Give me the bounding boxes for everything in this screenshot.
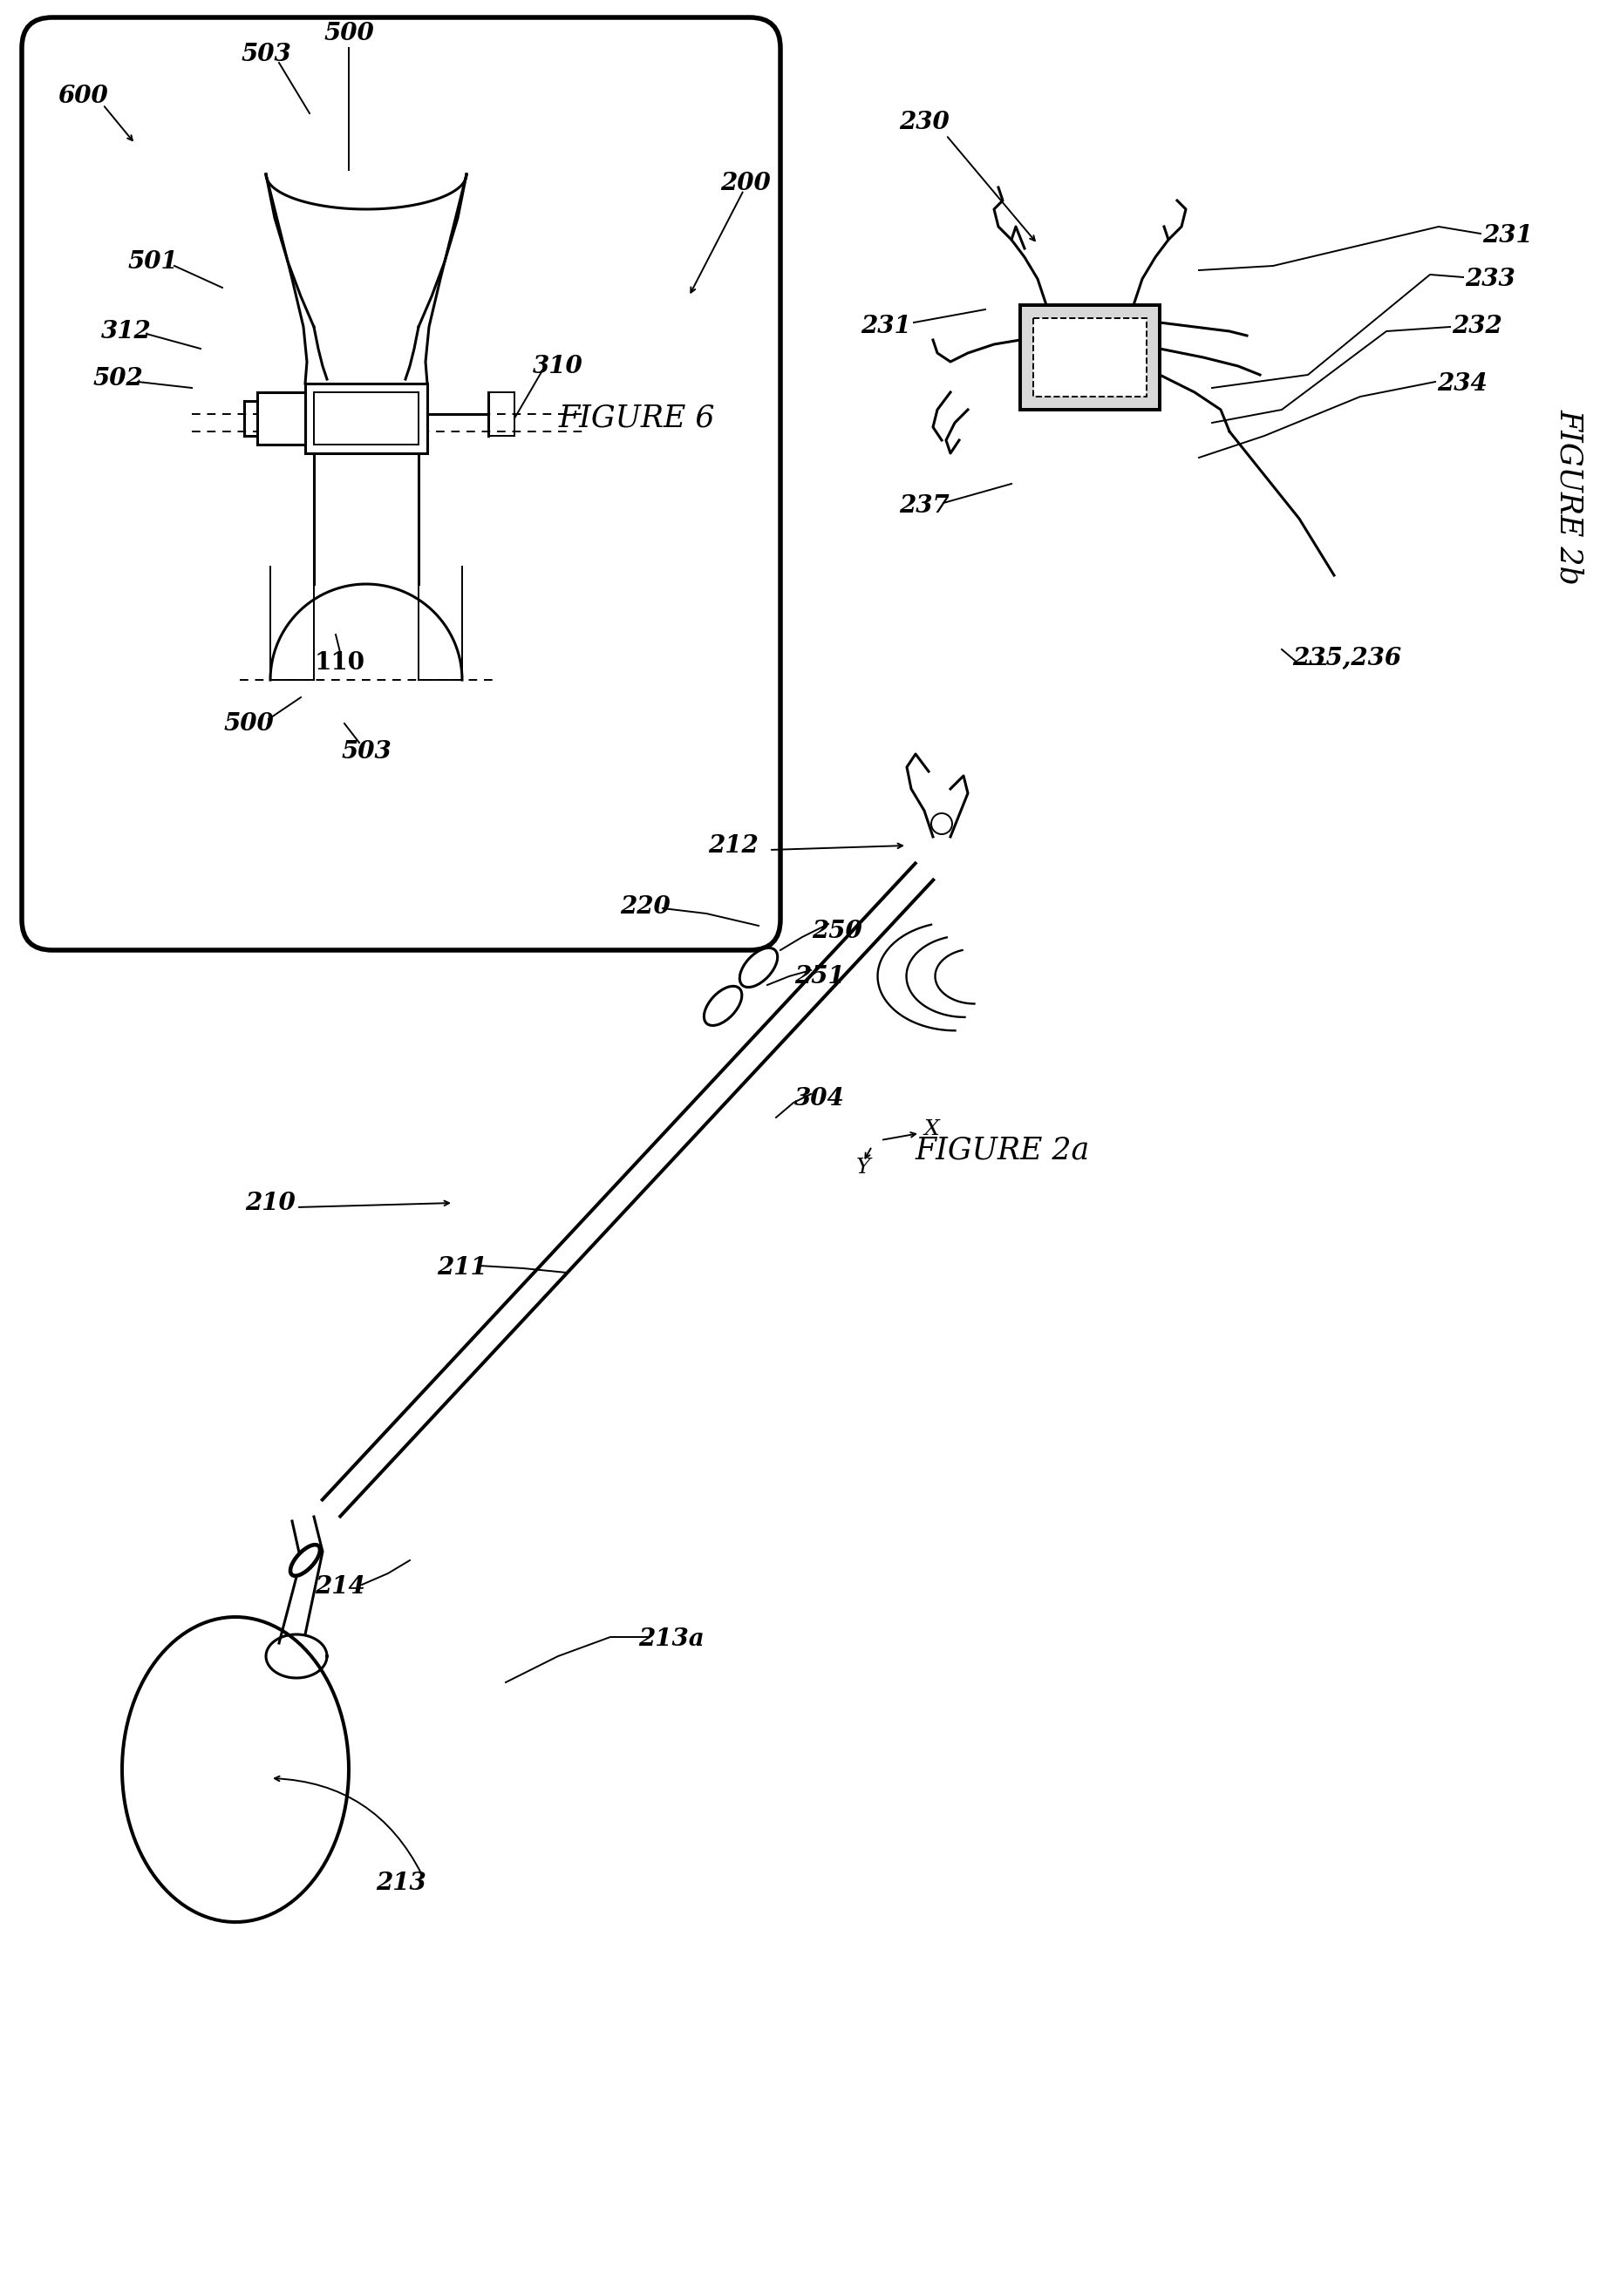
Text: 210: 210 bbox=[246, 1192, 296, 1215]
Bar bbox=[1020, 305, 1160, 409]
Ellipse shape bbox=[704, 987, 742, 1026]
Text: 251: 251 bbox=[794, 964, 845, 987]
Text: 312: 312 bbox=[101, 319, 151, 342]
Bar bbox=[1033, 319, 1147, 397]
Text: 232: 232 bbox=[1451, 315, 1503, 338]
Bar bbox=[305, 383, 427, 452]
Text: 220: 220 bbox=[620, 895, 670, 918]
Text: 231: 231 bbox=[861, 315, 911, 338]
Ellipse shape bbox=[739, 948, 778, 987]
Text: 310: 310 bbox=[534, 354, 583, 379]
Text: 211: 211 bbox=[437, 1256, 487, 1281]
Text: 200: 200 bbox=[720, 172, 771, 195]
Bar bbox=[313, 393, 418, 445]
Text: 234: 234 bbox=[1437, 372, 1488, 395]
Text: FIGURE 2a: FIGURE 2a bbox=[916, 1137, 1090, 1166]
Text: 231: 231 bbox=[1482, 223, 1533, 248]
Text: 250: 250 bbox=[812, 918, 863, 944]
Text: 304: 304 bbox=[794, 1086, 845, 1109]
Text: 214: 214 bbox=[315, 1575, 365, 1598]
Text: 235,236: 235,236 bbox=[1292, 647, 1401, 670]
Text: 212: 212 bbox=[709, 833, 759, 856]
FancyBboxPatch shape bbox=[22, 18, 781, 951]
Text: 503: 503 bbox=[241, 41, 291, 67]
Text: 230: 230 bbox=[898, 110, 950, 133]
Bar bbox=[257, 393, 305, 445]
Text: 213: 213 bbox=[376, 1871, 426, 1894]
Text: FIGURE 2b: FIGURE 2b bbox=[1554, 409, 1585, 585]
Text: 233: 233 bbox=[1466, 266, 1515, 292]
Text: 110: 110 bbox=[315, 650, 365, 675]
Text: Y: Y bbox=[857, 1157, 871, 1178]
Text: 500: 500 bbox=[323, 21, 374, 46]
Text: 502: 502 bbox=[93, 367, 143, 390]
Text: 500: 500 bbox=[223, 712, 273, 735]
Ellipse shape bbox=[291, 1545, 320, 1575]
Circle shape bbox=[930, 813, 953, 833]
Text: 213a: 213a bbox=[638, 1628, 704, 1651]
Text: FIGURE 6: FIGURE 6 bbox=[558, 404, 715, 434]
Text: 501: 501 bbox=[127, 250, 178, 273]
Text: 237: 237 bbox=[898, 494, 950, 517]
Text: X: X bbox=[924, 1118, 938, 1139]
Text: 600: 600 bbox=[58, 85, 108, 108]
Text: 503: 503 bbox=[341, 739, 392, 762]
